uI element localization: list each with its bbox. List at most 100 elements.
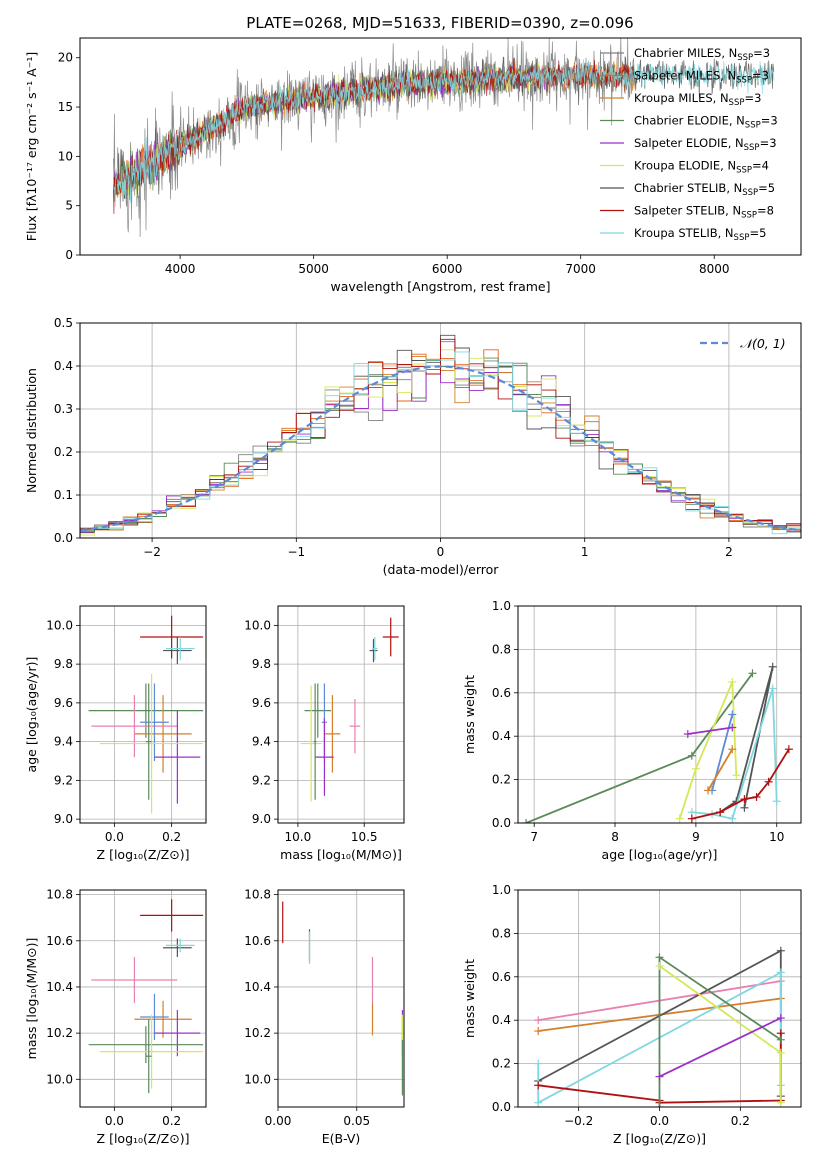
mass_vs_Z-panel: 0.0 0.2 10.0 10.2 10.4 10.6 10.8 Z [log₁₀(Z/Z⊙)… (24, 888, 207, 1146)
y-tick-label: 0.5 (54, 316, 73, 330)
y-tick-label: 0.4 (492, 1013, 511, 1027)
y-tick-label: 15 (58, 100, 73, 114)
y-tick-label: 0.3 (54, 402, 73, 416)
spectrum-plot (113, 38, 775, 237)
legend-entry: Salpeter MILES, NSSP=3 (634, 69, 769, 86)
errorbar-point (88, 683, 204, 738)
x-tick-label: 5000 (298, 262, 329, 276)
errorbar-point (369, 638, 378, 663)
errorbar-point (91, 956, 178, 1004)
axes-frame (277, 605, 405, 824)
y-tick-label: 0.4 (54, 359, 73, 373)
legend-entry: Salpeter STELIB, NSSP=8 (634, 204, 774, 221)
errorbar-point (140, 683, 169, 761)
y-tick-label: 10.0 (244, 1072, 271, 1086)
weight-line (678, 681, 738, 819)
axes-frame (79, 37, 802, 256)
y-tick-label: 9.0 (252, 812, 271, 826)
errorbar-point (140, 615, 204, 659)
mass_vs_ebv-plot (282, 901, 404, 1096)
x-axis-label: age [log₁₀(age/yr)] (602, 847, 718, 862)
mass_vs_ebv-panel: 0.00 0.05 10.0 10.2 10.4 10.6 10.8 E(B-V) (244, 888, 405, 1146)
y-tick-label: 9.0 (54, 812, 73, 826)
errorbar-point (154, 1010, 201, 1057)
figure-title: PLATE=0268, MJD=51633, FIBERID=0390, z=0… (246, 14, 633, 32)
y-tick-label: 10.4 (244, 980, 271, 994)
y-tick-label: 9.4 (54, 735, 73, 749)
y-tick-label: 9.2 (54, 773, 73, 787)
x-axis-label: E(B-V) (322, 1131, 361, 1146)
errorbar-point (165, 938, 195, 953)
errorbar-point (91, 695, 178, 758)
x-tick-label: 0 (437, 545, 445, 559)
y-tick-label: 9.6 (54, 696, 73, 710)
errorbar-point (145, 683, 152, 800)
y-tick-label: 0.6 (492, 970, 511, 984)
x-axis-label: Z [log₁₀(Z/Z⊙)] (97, 1131, 190, 1146)
x-tick-label: 8000 (699, 262, 730, 276)
y-tick-label: 0.4 (492, 729, 511, 743)
x-tick-label: 7000 (565, 262, 596, 276)
y-tick-label: 0.2 (54, 445, 73, 459)
y-axis-label: Normed distribution (24, 368, 39, 493)
x-axis-label: mass [log₁₀(M/M⊙)] (280, 847, 402, 862)
histogram-series (80, 351, 801, 535)
weight-line (658, 965, 782, 1103)
y-tick-label: 10.0 (46, 1072, 73, 1086)
y-tick-label: 9.8 (252, 657, 271, 671)
y-tick-label: 9.4 (252, 735, 271, 749)
y-tick-label: 20 (58, 51, 73, 65)
errorbar-point (165, 637, 195, 661)
x-tick-label: 1 (581, 545, 589, 559)
y-tick-label: 0.6 (492, 686, 511, 700)
y-tick-label: 0.1 (54, 488, 73, 502)
x-tick-label: 0.2 (731, 1114, 750, 1128)
errorbar-point (100, 1014, 204, 1089)
x-tick-label: 8 (611, 830, 619, 844)
axes-frame (79, 605, 207, 824)
age_vs_Z-panel: 0.0 0.2 9.0 9.2 9.4 9.6 9.8 10.0 Z [log₁₀(Z/Z⊙)]… (24, 605, 207, 862)
y-tick-label: 10.8 (244, 888, 271, 902)
errorbar-point (313, 683, 317, 800)
x-tick-label: 9 (692, 830, 700, 844)
x-tick-label: −2 (143, 545, 161, 559)
legend-entry: Chabrier MILES, NSSP=3 (634, 46, 770, 63)
y-tick-label: 10.8 (46, 888, 73, 902)
weight-line (707, 748, 734, 791)
y-tick-label: 9.8 (54, 657, 73, 671)
errorbar-point (140, 993, 169, 1041)
errorbar-point (324, 695, 341, 773)
y-tick-label: 5 (65, 199, 73, 213)
y-tick-label: 0.0 (54, 531, 73, 545)
x-tick-label: 0.2 (162, 830, 181, 844)
y-tick-label: 1.0 (492, 599, 511, 613)
x-tick-label: 10.0 (285, 830, 312, 844)
y-tick-label: 10.6 (46, 934, 73, 948)
y-tick-label: 0 (65, 248, 73, 262)
residuals-legend: 𝒩(0, 1) (700, 336, 786, 351)
legend-entry: Kroupa ELODIE, NSSP=4 (634, 159, 769, 176)
y-tick-label: 9.2 (252, 773, 271, 787)
y-axis-label: mass weight (462, 959, 477, 1038)
spectrum-line (113, 59, 775, 203)
mass_vs_Z-plot (88, 899, 204, 1094)
weight_vs_age-panel: 7 8 9 10 0.0 0.2 0.4 0.6 0.8 1.0 age [log₁₀(age/yr… (462, 599, 802, 862)
x-tick-label: −0.2 (564, 1114, 593, 1128)
axes-frame (79, 322, 802, 539)
errorbar-point (88, 1026, 204, 1064)
legend-entry: Chabrier STELIB, NSSP=5 (634, 181, 775, 198)
y-axis-label: mass [log₁₀(M/M⊙)] (24, 938, 39, 1060)
weight-line (525, 672, 754, 823)
x-axis-label: Z [log₁₀(Z/Z⊙)] (613, 1131, 706, 1146)
age_vs_mass-plot (300, 617, 399, 802)
errorbar-point (304, 683, 332, 738)
spectrum-panel: 4000 5000 6000 7000 8000 0 5 10 15 20 wavelength [… (24, 37, 802, 294)
x-tick-label: 10.5 (351, 830, 378, 844)
errorbar-point (134, 695, 192, 773)
x-tick-label: 6000 (432, 262, 463, 276)
y-tick-label: 0.8 (492, 926, 511, 940)
y-tick-label: 10.6 (244, 934, 271, 948)
legend-entry: Kroupa STELIB, NSSP=5 (634, 226, 766, 243)
